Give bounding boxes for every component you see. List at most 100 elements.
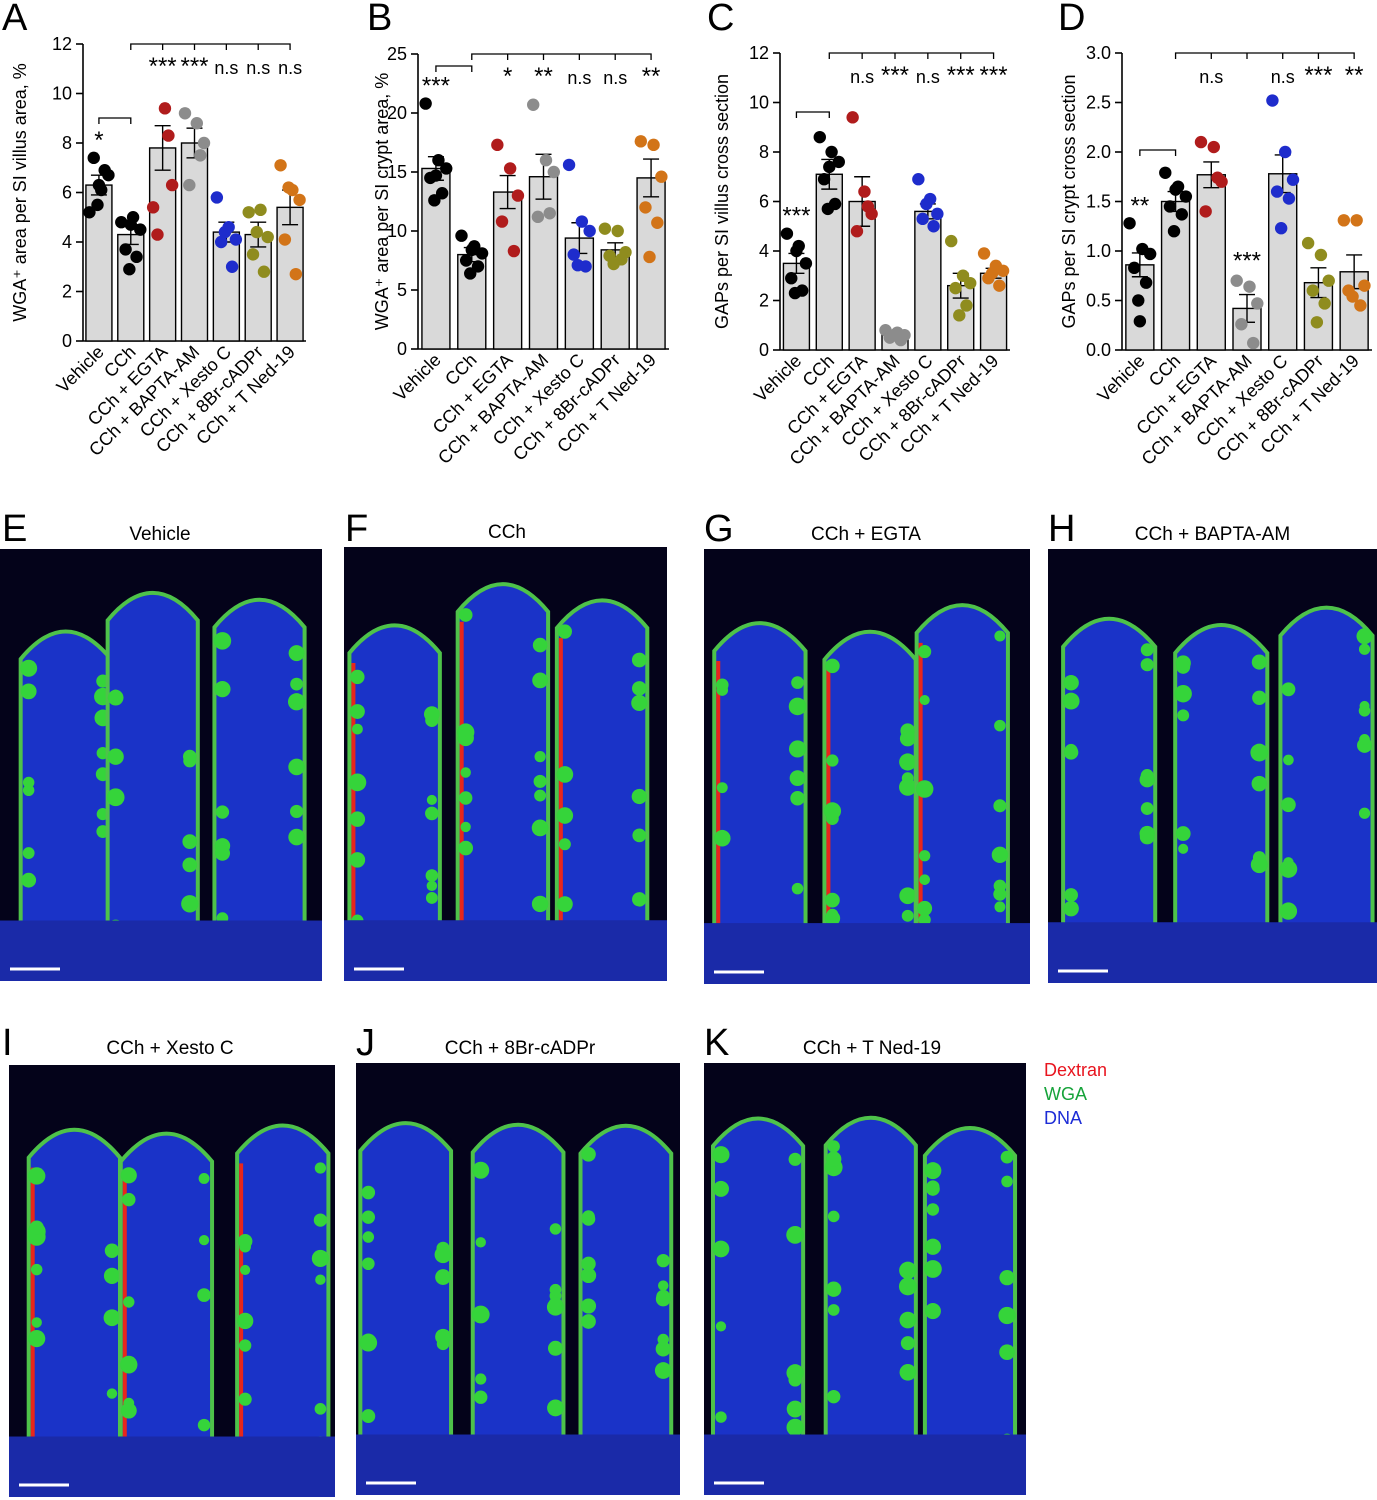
data-point [1306,284,1320,297]
goblet-cell [549,1223,562,1235]
data-point [1133,315,1147,328]
y-tick-label: 2 [759,291,769,311]
goblet-cell [288,645,305,662]
micrograph-art [356,1121,680,1495]
goblet-cell [350,669,365,685]
goblet-cell [1356,628,1373,645]
data-point [229,233,243,246]
y-tick-label: 20 [387,103,407,123]
bar [1196,174,1226,351]
goblet-cell [361,1210,376,1224]
y-tick-label: 8 [62,133,72,153]
significance-label: n.s [916,67,940,87]
data-point [1211,171,1224,184]
goblet-cell [534,750,546,763]
goblet-cell [919,694,930,706]
y-axis-label: WGA⁺ area per SI villus area, % [10,63,30,322]
data-point [977,247,991,260]
y-tick-label: 6 [759,192,769,212]
data-point [846,111,859,124]
legend-wga: WGA [1044,1084,1087,1104]
goblet-cell [1176,659,1191,674]
bracket-cch-treatments [130,43,291,50]
data-point [440,162,453,175]
goblet-cell [825,892,840,908]
goblet-cell [826,754,839,767]
data-point [242,206,255,219]
goblet-cell [993,879,1007,893]
goblet-cell [826,1151,842,1167]
goblet-cell [214,680,231,698]
goblet-cell [581,1256,596,1272]
goblet-cell [349,704,365,719]
y-tick-label: 0.5 [1086,291,1111,311]
goblet-cell [198,1235,210,1246]
data-point [98,164,111,177]
goblet-cell [998,1306,1016,1325]
goblet-cell [901,772,914,785]
data-point [1179,190,1193,203]
goblet-cell [435,1328,451,1345]
goblet-cell [826,1281,842,1297]
goblet-cell [28,1330,46,1348]
goblet-cell [348,773,367,792]
panel-letter-i: I [2,1022,13,1064]
goblet-cell [899,1364,917,1381]
data-point [531,210,545,224]
goblet-cell [899,753,917,771]
panel-letter-g: G [704,508,734,550]
goblet-cell [238,1339,252,1352]
data-point [571,259,584,272]
goblet-cell [826,908,839,921]
goblet-cell [786,1400,804,1418]
goblet-cell [315,1274,326,1285]
goblet-cell [655,1341,671,1357]
data-point [993,279,1006,292]
goblet-cell [22,784,35,797]
goblet-cell [632,828,647,843]
data-point [282,181,295,194]
data-point [429,169,443,182]
significance-label: *** [1304,62,1332,89]
goblet-cell [993,799,1007,813]
data-point [949,281,962,295]
goblet-cell [1140,658,1154,672]
data-point [1270,185,1284,198]
y-tick-label: 0 [759,340,769,360]
goblet-cell [581,1314,596,1329]
goblet-cell [901,909,914,922]
significance-label: *** [782,203,810,230]
goblet-cell [899,1261,917,1280]
goblet-cell [1358,807,1371,819]
data-point [927,220,940,233]
data-point [825,145,838,159]
villus [914,603,1010,984]
goblet-cell [1279,902,1298,920]
data-point [214,235,228,249]
villus [712,621,808,984]
data-point [419,97,432,110]
villus [554,598,650,981]
y-tick-label: 2.5 [1086,93,1111,113]
y-tick-label: 10 [52,84,72,104]
goblet-cell [1001,1175,1013,1188]
goblet-cell [547,1340,563,1356]
data-point [1132,294,1145,307]
data-point [91,198,104,212]
crypt-layer [344,920,667,981]
data-point [1247,336,1260,350]
y-tick-label: 10 [749,93,769,113]
goblet-cell [900,1336,915,1351]
data-point [785,272,798,285]
goblet-cell [361,1185,376,1200]
data-point [178,107,192,120]
y-tick-label: 2 [62,282,72,302]
goblet-cell [287,693,306,711]
data-point [1199,205,1212,218]
y-tick-label: 3.0 [1086,43,1111,63]
goblet-cell [457,729,474,747]
data-point [916,212,929,226]
data-point [788,286,802,300]
data-point [278,233,292,246]
goblet-cell [352,723,363,735]
